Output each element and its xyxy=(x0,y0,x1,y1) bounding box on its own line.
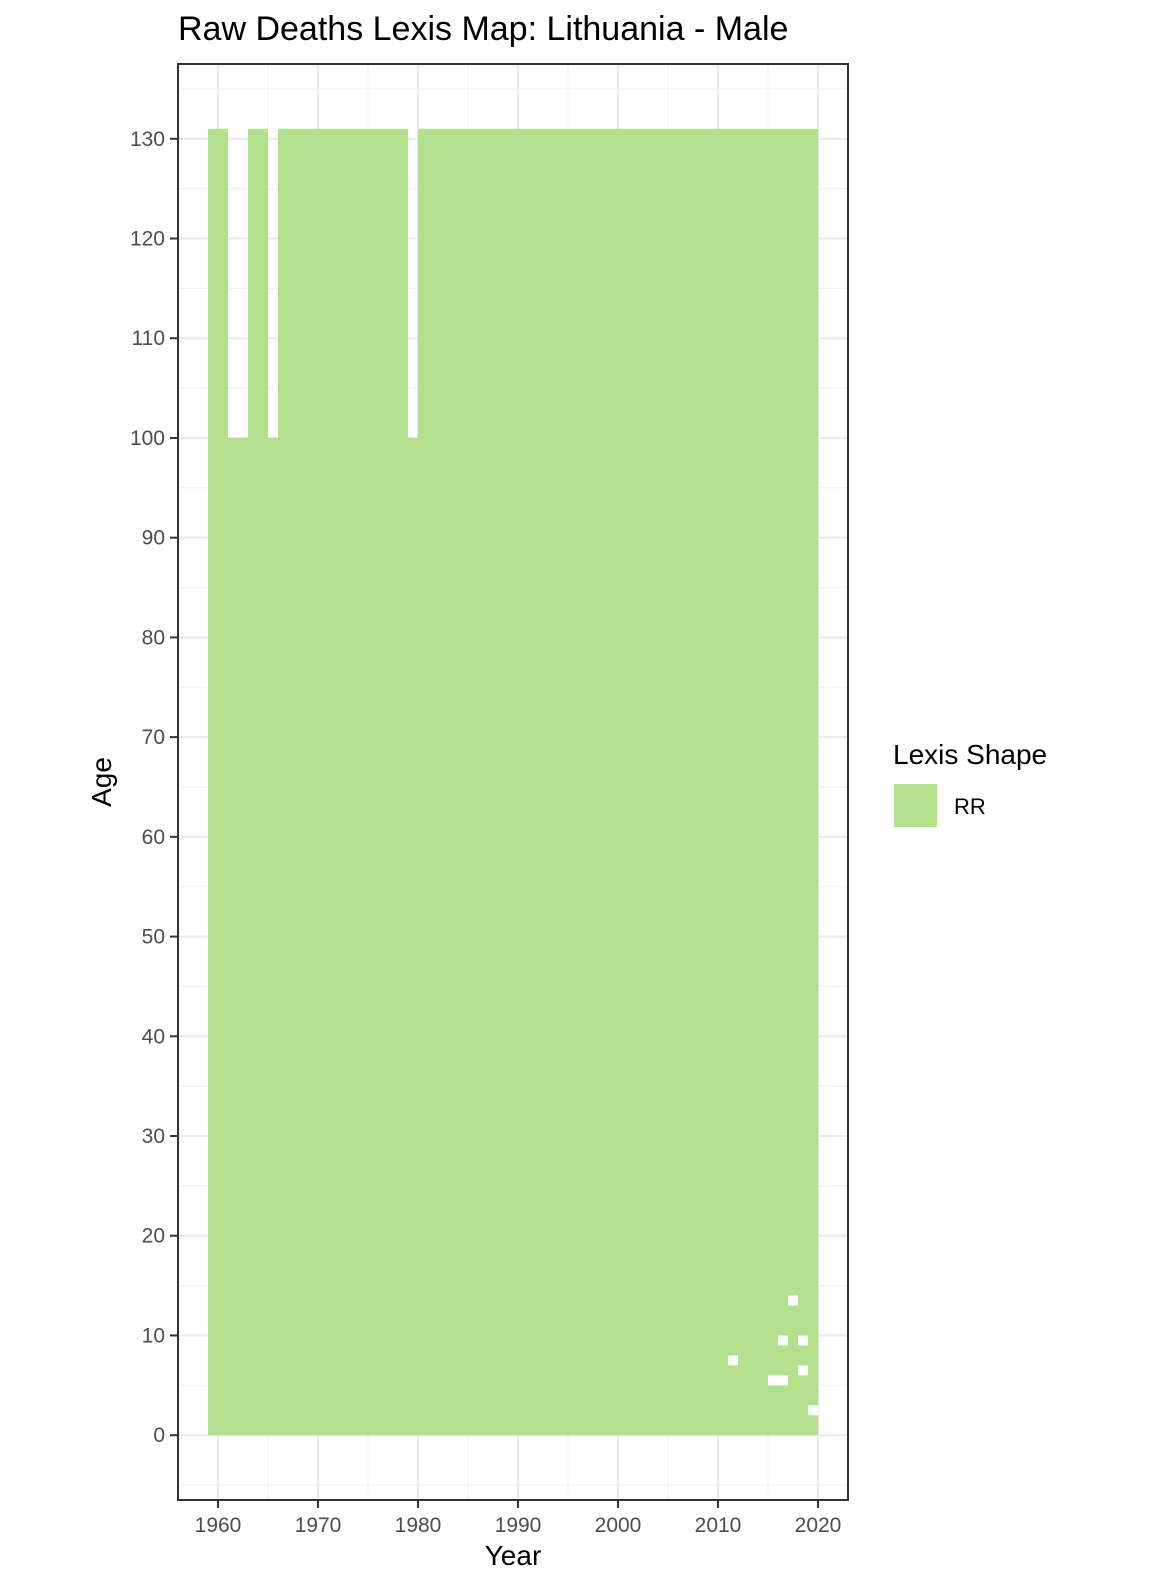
x-tick-label: 1960 xyxy=(195,1514,242,1537)
y-tick-label: 120 xyxy=(130,228,165,251)
lexis-cell-rr xyxy=(408,437,418,1436)
x-tick-label: 1980 xyxy=(395,1514,442,1537)
missing-cell xyxy=(728,1355,738,1366)
y-tick-label: 90 xyxy=(142,527,165,550)
lexis-cell-rr xyxy=(208,128,228,1436)
x-tick-label: 1970 xyxy=(295,1514,342,1537)
x-tick-label: 1990 xyxy=(495,1514,542,1537)
y-tick-label: 70 xyxy=(142,726,165,749)
missing-cell xyxy=(798,1335,808,1346)
missing-cell xyxy=(808,1405,818,1416)
y-tick-label: 80 xyxy=(142,626,165,649)
lexis-cell-rr xyxy=(248,128,268,1436)
missing-cells xyxy=(728,1295,818,1416)
legend-label-rr: RR xyxy=(954,794,986,819)
y-tick-label: 20 xyxy=(142,1225,165,1248)
y-tick-label: 10 xyxy=(142,1324,165,1347)
legend-title: Lexis Shape xyxy=(893,739,1047,770)
y-tick-label: 30 xyxy=(142,1125,165,1148)
y-tick-label: 60 xyxy=(142,826,165,849)
x-axis-title: Year xyxy=(485,1540,542,1571)
missing-cell xyxy=(778,1375,788,1386)
y-tick-label: 50 xyxy=(142,926,165,949)
chart-title: Raw Deaths Lexis Map: Lithuania - Male xyxy=(178,10,788,48)
legend-key-rr xyxy=(894,784,937,827)
y-axis-title: Age xyxy=(86,757,117,807)
y-tick-label: 0 xyxy=(153,1424,165,1447)
missing-cell xyxy=(768,1375,778,1386)
y-tick-label: 100 xyxy=(130,427,165,450)
y-axis-ticks: 0 10 20 30 40 50 60 70 80 90 100 110 120 130 xyxy=(130,128,178,1447)
x-axis-ticks: 1960 1970 1980 1990 2000 2010 2020 xyxy=(195,1500,842,1537)
plot-border xyxy=(177,63,849,1501)
lexis-cell-rr xyxy=(278,128,408,1436)
x-tick-label: 2010 xyxy=(695,1514,742,1537)
y-tick-label: 130 xyxy=(130,128,165,151)
legend: Lexis Shape RR xyxy=(893,739,1047,827)
lexis-cell-rr xyxy=(418,128,818,1436)
x-tick-label: 2020 xyxy=(795,1514,842,1537)
missing-cell xyxy=(798,1365,808,1376)
lexis-cell-rr xyxy=(228,437,248,1436)
missing-cell xyxy=(788,1295,798,1306)
missing-cell xyxy=(778,1335,788,1346)
y-tick-label: 110 xyxy=(132,327,165,350)
x-tick-label: 2000 xyxy=(595,1514,642,1537)
lexis-cell-rr xyxy=(268,437,278,1436)
y-tick-label: 40 xyxy=(142,1025,165,1048)
lexis-cells xyxy=(208,128,818,1436)
